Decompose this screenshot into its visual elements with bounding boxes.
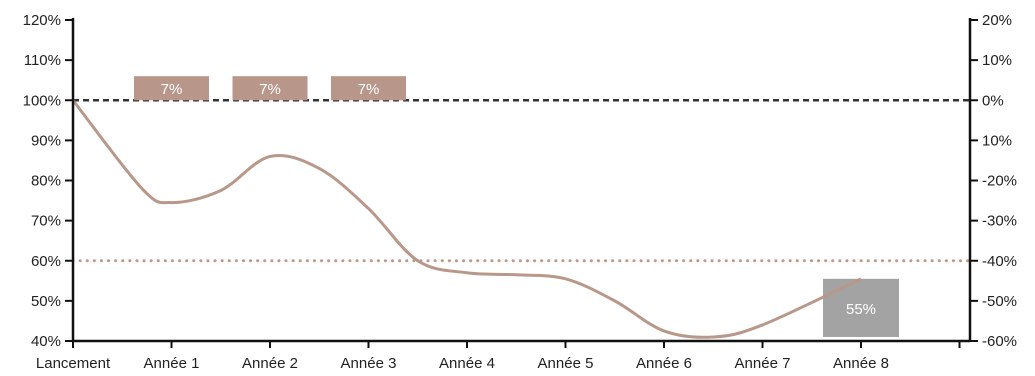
y-right-tick-label: -50%: [982, 293, 1017, 310]
annotation-boxes: 7% 7% 7% 55%: [134, 76, 899, 337]
x-tick-label: Année 4: [439, 355, 495, 372]
y-right-tick-label: 0%: [982, 92, 1004, 109]
series-line: [71, 99, 862, 339]
y-left-tick-label: 50%: [31, 293, 61, 310]
x-tick-label: Année 7: [735, 355, 791, 372]
x-tick-label: Année 1: [144, 355, 200, 372]
annotation-label: 7%: [161, 81, 183, 98]
y-left-tick-label: 110%: [24, 52, 61, 69]
series-lines: [71, 99, 862, 339]
x-tick-label: Lancement: [36, 355, 111, 372]
reference-lines: [71, 99, 972, 263]
y-right-tick-label: 20%: [982, 12, 1012, 29]
annotation-label: 55%: [846, 301, 876, 318]
annotation-label: 7%: [259, 81, 281, 98]
x-tick-label: Année 8: [833, 355, 889, 372]
annotation-label: 7%: [358, 81, 380, 98]
axes: 40% -60% 50% -50% 60% -40% 70% -30% 80% -20% 90% 10…: [23, 12, 1017, 372]
x-tick-label: Année 3: [341, 355, 397, 372]
y-left-tick-label: 120%: [23, 12, 61, 29]
y-left-tick-label: 70%: [31, 213, 61, 230]
annotation-box: [331, 76, 406, 101]
x-tick-label: Année 6: [636, 355, 692, 372]
annotation-box: [232, 76, 308, 101]
y-right-tick-label: -30%: [982, 213, 1017, 230]
x-tick-label: Année 2: [242, 355, 298, 372]
annotation-box: [134, 76, 209, 101]
y-right-tick-label: -60%: [982, 333, 1017, 350]
y-left-tick-label: 90%: [31, 132, 61, 149]
annotation-box: [823, 278, 899, 337]
y-left-tick-label: 80%: [31, 173, 61, 190]
y-left-tick-label: 100%: [23, 92, 61, 109]
y-right-tick-label: 10%: [982, 132, 1012, 149]
y-left-tick-label: 40%: [31, 333, 61, 350]
x-tick-label: Année 5: [538, 355, 594, 372]
y-left-tick-label: 60%: [31, 253, 61, 270]
y-right-tick-label: -20%: [982, 173, 1017, 190]
y-right-tick-label: -40%: [982, 253, 1017, 270]
y-right-tick-label: 10%: [982, 52, 1012, 69]
